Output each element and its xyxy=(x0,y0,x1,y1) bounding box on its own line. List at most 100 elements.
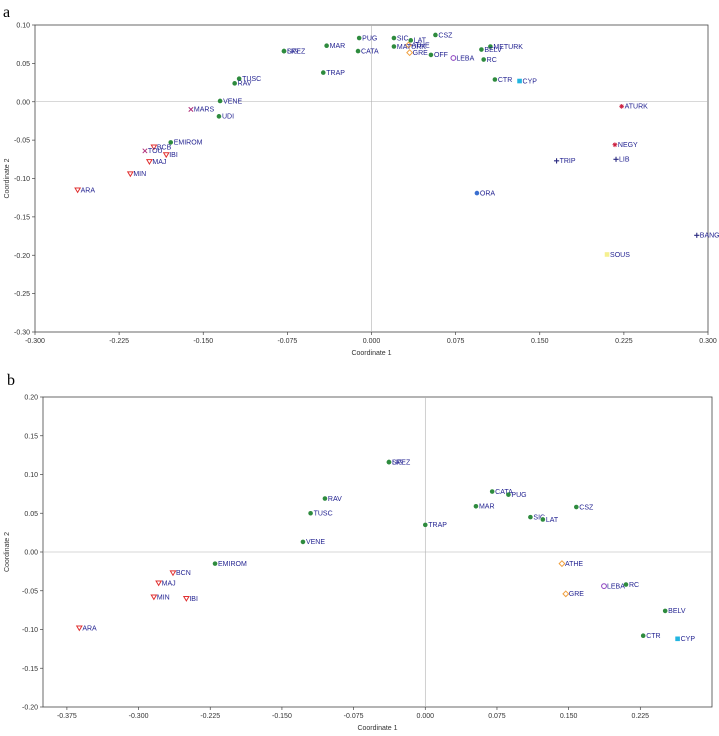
x-tick-label: -0.150 xyxy=(272,713,292,720)
data-point: ATHE xyxy=(405,41,430,49)
x-tick-label: 0.150 xyxy=(560,713,578,720)
point-label-mar: MAR xyxy=(479,504,495,511)
y-tick-label: -0.25 xyxy=(14,291,30,298)
point-label-cyp: CYP xyxy=(523,78,538,85)
point-label-rc: RC xyxy=(487,57,497,64)
point-marker-ibi xyxy=(162,152,170,159)
y-tick-label: -0.05 xyxy=(14,138,30,145)
point-label-vene: VENE xyxy=(306,539,325,546)
x-tick-label: 0.300 xyxy=(699,338,717,345)
point-label-ibi: IBI xyxy=(189,596,198,603)
data-point: CSZ xyxy=(433,32,453,39)
point-marker-mars xyxy=(188,106,194,112)
data-point: SOUS xyxy=(604,252,630,259)
y-axis-title: Coordinate 2 xyxy=(4,158,11,198)
point-label-ara: ARA xyxy=(81,187,96,194)
point-marker-vene xyxy=(300,539,306,545)
chart-a: -0.300 -0.225 -0.150 -0.075 0.000 0.075 0.150 0… xyxy=(4,23,719,358)
data-point: GRE xyxy=(562,590,584,598)
point-marker-pug xyxy=(506,492,511,497)
data-point: GRE xyxy=(406,49,428,57)
data-point: LEBA xyxy=(601,583,625,590)
x-tick-label: 0.225 xyxy=(615,338,633,345)
point-marker-tou xyxy=(142,148,148,154)
x-tick-label: -0.225 xyxy=(200,713,220,720)
point-marker-mar xyxy=(324,43,329,49)
point-label-trap: TRAP xyxy=(428,522,447,529)
data-point: RC xyxy=(481,57,497,64)
point-marker-cyp xyxy=(675,636,680,642)
point-marker-athe xyxy=(558,560,566,568)
point-label-bang: BANG xyxy=(700,233,719,240)
point-label-sic: SIC xyxy=(533,514,545,521)
point-label-cata: CATA xyxy=(495,489,513,496)
data-point: CYP xyxy=(675,636,695,643)
point-marker-lat xyxy=(540,517,546,522)
point-label-leba: LEBA xyxy=(456,55,474,62)
y-tick-label: -0.15 xyxy=(22,666,38,673)
point-marker-maj xyxy=(145,159,153,165)
point-label-maj: MAJ xyxy=(162,580,176,587)
point-marker-cyp xyxy=(517,78,522,84)
point-marker-aturk xyxy=(619,103,625,109)
point-marker-bang xyxy=(694,232,700,238)
point-marker-emirom xyxy=(212,561,218,566)
point-label-csz: CSZ xyxy=(579,504,594,511)
data-point: MAR xyxy=(324,43,345,50)
x-tick-label: -0.300 xyxy=(25,338,45,345)
data-point: VENE xyxy=(300,539,325,546)
data-point: CATA xyxy=(489,489,513,496)
point-marker-cata xyxy=(355,48,361,54)
x-tick-label: 0.000 xyxy=(363,338,381,345)
point-marker-ora xyxy=(474,190,480,196)
data-point: RAV xyxy=(322,496,342,503)
x-tick-label: 0.075 xyxy=(447,338,465,345)
point-marker-lat xyxy=(408,38,414,43)
point-label-lat: LAT xyxy=(414,38,427,45)
point-label-emirom: EMIROM xyxy=(218,561,247,568)
data-point: TRIP xyxy=(553,158,576,165)
data-point: PUG xyxy=(356,35,377,42)
x-tick-label: -0.300 xyxy=(129,713,149,720)
point-marker-emirom xyxy=(168,140,174,145)
point-label-ctr: CTR xyxy=(646,633,660,640)
point-label-tusc: TUSC xyxy=(314,511,333,518)
point-label-udi: UDI xyxy=(222,114,234,121)
y-tick-label: 0.10 xyxy=(24,472,38,479)
y-tick-label: 0.15 xyxy=(24,433,38,440)
point-marker-ibi xyxy=(182,596,190,602)
data-point: UDI xyxy=(216,114,234,121)
y-axis-title: Coordinate 2 xyxy=(4,532,11,572)
point-label-spez: SPEZ xyxy=(392,459,411,466)
data-point: CTR xyxy=(640,633,661,640)
point-marker-gre xyxy=(562,590,570,598)
point-marker-trap xyxy=(422,522,428,528)
point-marker-bcn xyxy=(169,570,177,577)
panel-a-letter: a xyxy=(3,4,11,21)
point-marker-ara xyxy=(74,187,82,194)
point-marker-csz xyxy=(573,504,579,510)
point-label-rav: RAV xyxy=(238,81,252,88)
point-marker-negy xyxy=(612,142,618,148)
y-tick-label: -0.15 xyxy=(14,214,30,221)
data-point: VENE xyxy=(217,98,242,105)
point-marker-meturk xyxy=(488,44,493,49)
point-label-sic: SIC xyxy=(397,35,409,42)
point-marker-belv xyxy=(479,47,484,52)
x-tick-label: -0.075 xyxy=(344,713,364,720)
data-point: BCN xyxy=(169,570,191,577)
data-point: BELV xyxy=(662,608,686,615)
point-label-emirom: EMIROM xyxy=(174,140,203,147)
point-label-athe: ATHE xyxy=(412,42,430,49)
point-label-bcb: BCB xyxy=(157,144,172,151)
panel-b-letter: b xyxy=(7,372,15,389)
point-label-rav: RAV xyxy=(328,496,342,503)
point-marker-tusc xyxy=(308,510,313,516)
point-label-trap: TRAP xyxy=(326,70,345,77)
y-tick-label: 0.20 xyxy=(24,395,38,402)
point-label-leba: LEBA xyxy=(607,583,625,590)
data-point: TUSC xyxy=(308,510,333,518)
point-label-bcn: BCN xyxy=(176,570,191,577)
data-point: BELV xyxy=(479,47,502,54)
x-tick-label: 0.000 xyxy=(417,713,435,720)
